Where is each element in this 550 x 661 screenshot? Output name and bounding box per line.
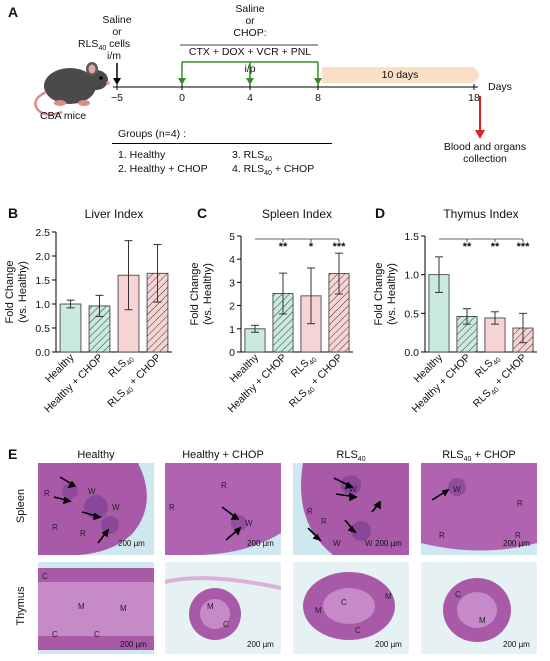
- endpoint-text: Blood and organs collection: [443, 141, 527, 165]
- injection2-route: i/p: [244, 63, 256, 75]
- thymus-index-chart: Thymus Index Fold Change (vs. Healthy) 0.0 0…: [373, 207, 537, 415]
- thymus-rls-chop-image: C M 200 µm: [421, 562, 537, 654]
- mouse-illustration: [34, 62, 110, 116]
- row-label-thymus: Thymus: [15, 586, 27, 626]
- y-axis-label-line2: (vs. Healthy): [202, 263, 214, 325]
- spleen-healthy-chop-image: R R W 200 µm: [165, 463, 281, 555]
- tp-4: 4: [247, 92, 253, 104]
- injection1-cells: RLS40 cells: [78, 38, 131, 53]
- y-axis-label: Fold Change (vs. Healthy): [189, 263, 214, 326]
- y-tick-label: 3: [229, 277, 235, 289]
- y-tick-label: 4: [229, 254, 235, 266]
- tp-minus5: −5: [111, 92, 123, 104]
- group-4: 4. RLS40 + CHOP: [232, 163, 315, 178]
- svg-text:RLS40 + CHOP: RLS40 + CHOP: [105, 352, 165, 412]
- x-tick-label: RLS40 + CHOP: [105, 352, 165, 412]
- y-tick-label: 0.5: [404, 308, 419, 320]
- y-tick-label: 1.0: [404, 270, 419, 282]
- bar-hatch: [147, 273, 168, 352]
- row-label-spleen: Spleen: [15, 488, 27, 524]
- y-axis-label: Fold Change (vs. Healthy): [4, 261, 29, 324]
- liver-index-chart: Liver Index Fold Change (vs. Healthy) 0.0 0.…: [4, 207, 172, 415]
- tp-0: 0: [179, 92, 185, 104]
- col-title-rls: RLS40: [336, 449, 366, 464]
- bar-hatch: [456, 316, 478, 352]
- thymus-rls-image: M C C M 200 µm: [293, 562, 409, 654]
- bar-hatch: [272, 293, 294, 352]
- y-tick-label: 1.0: [35, 299, 50, 311]
- significance-star: **: [279, 241, 288, 253]
- col-title-rls-chop: RLS40 + CHOP: [442, 449, 516, 464]
- bar-hatch: [89, 305, 110, 352]
- panel-a-letter: A: [8, 4, 19, 20]
- groups-divider: [112, 143, 332, 144]
- significance-star: **: [491, 241, 500, 253]
- significance-star: *: [309, 241, 314, 253]
- group-2: 2. Healthy + CHOP: [118, 163, 208, 175]
- chart-title: Thymus Index: [443, 207, 518, 221]
- y-tick-label: 1.5: [404, 231, 419, 243]
- group-1: 1. Healthy: [118, 149, 166, 161]
- y-tick-label: 0.5: [35, 323, 50, 335]
- y-axis-label-line2: (vs. Healthy): [386, 263, 398, 325]
- groups-title: Groups (n=4) :: [118, 128, 186, 140]
- panel-e-letter: E: [8, 446, 18, 462]
- significance-star: ***: [333, 241, 347, 253]
- y-tick-label: 2.0: [35, 251, 50, 263]
- spleen-healthy-image: R W W R R 200 µm: [38, 463, 154, 555]
- col-title-healthy: Healthy: [77, 449, 115, 461]
- thymus-healthy-image: C M M C C 200 µm: [38, 562, 154, 654]
- panel-c-letter: C: [197, 205, 208, 221]
- y-tick-label: 5: [229, 231, 235, 243]
- significance-star: **: [463, 241, 472, 253]
- y-axis-label-line2: (vs. Healthy): [17, 261, 29, 323]
- mouse-label: CBA mice: [40, 110, 87, 122]
- duration-band: [322, 67, 480, 83]
- injection2-text: Saline or CHOP:: [233, 3, 267, 39]
- chop-injection-arrows: [178, 61, 322, 85]
- chart-title: Liver Index: [85, 207, 144, 221]
- axis-unit: Days: [488, 81, 512, 93]
- y-tick-label: 0.0: [404, 347, 419, 359]
- y-tick-label: 0: [229, 347, 235, 359]
- spleen-index-chart: Spleen Index Fold Change (vs. Healthy) 0 1 2 3…: [189, 207, 353, 415]
- y-axis-label-line1: Fold Change: [373, 263, 385, 326]
- tp-8: 8: [315, 92, 321, 104]
- y-axis-label-line1: Fold Change: [189, 263, 201, 326]
- panel-b-letter: B: [8, 205, 19, 221]
- y-tick-label: 2: [229, 301, 235, 313]
- chart-title: Spleen Index: [262, 207, 332, 221]
- y-tick-label: 2.5: [35, 227, 50, 239]
- significance-star: ***: [517, 241, 531, 253]
- y-tick-label: 1: [229, 324, 235, 336]
- bar-hatch: [328, 273, 350, 352]
- tp-18: 18: [468, 92, 480, 104]
- chop-drugs: CTX + DOX + VCR + PNL: [188, 46, 312, 58]
- injection1-route: i/m: [107, 50, 121, 62]
- panel-d-letter: D: [375, 205, 386, 221]
- col-title-healthy-chop: Healthy + CHOP: [182, 449, 264, 461]
- duration-label: 10 days: [381, 69, 419, 81]
- spleen-rls-image: W R R W W 200 µm: [293, 463, 409, 555]
- thymus-healthy-chop-image: M C 200 µm: [165, 562, 281, 654]
- y-tick-label: 1.5: [35, 275, 50, 287]
- y-tick-label: 0.0: [35, 347, 50, 359]
- injection1-text: Saline or: [102, 14, 132, 38]
- group-3: 3. RLS40: [232, 149, 272, 164]
- bar: [59, 303, 82, 353]
- y-axis-label: Fold Change (vs. Healthy): [373, 263, 398, 326]
- spleen-rls-chop-image: W R R R 200 µm: [421, 463, 537, 555]
- timeline-diagram: [34, 44, 485, 139]
- y-axis-label-line1: Fold Change: [4, 261, 16, 324]
